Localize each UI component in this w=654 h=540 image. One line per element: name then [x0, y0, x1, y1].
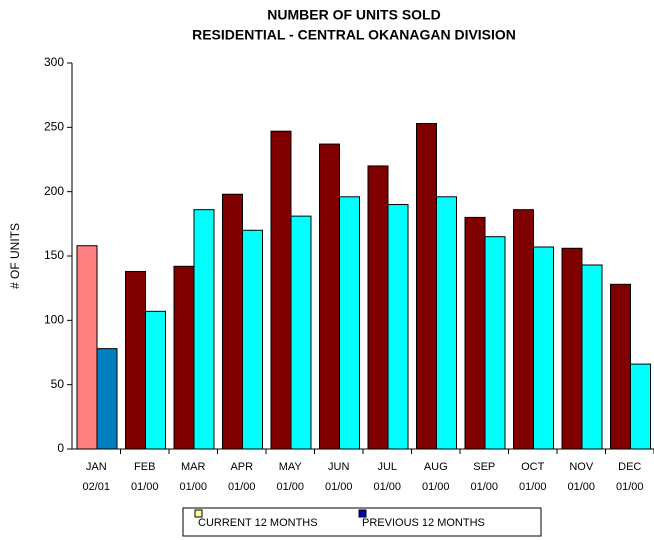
bar	[367, 165, 389, 450]
x-tick-label: DEC	[618, 461, 641, 473]
legend-marker	[358, 509, 367, 518]
y-tick-label: 0	[57, 441, 64, 455]
x-tick-sublabel: 01/00	[179, 481, 207, 493]
x-tick-sublabel: 01/00	[373, 481, 401, 493]
x-tick-label: AUG	[424, 461, 448, 473]
x-tick-sublabel: 01/00	[131, 481, 159, 493]
x-tick-label: JUL	[377, 461, 397, 473]
x-tick-sublabel: 01/00	[422, 481, 450, 493]
y-tick-label: 150	[44, 248, 64, 262]
bar	[242, 229, 263, 450]
x-tick-sublabel: 02/01	[82, 481, 110, 493]
y-tick-label: 50	[51, 377, 65, 391]
bar	[222, 193, 243, 450]
x-tick-label: OCT	[521, 461, 545, 473]
x-tick-label: SEP	[473, 461, 495, 473]
bar	[416, 122, 437, 450]
legend-label: PREVIOUS 12 MONTHS	[362, 517, 485, 529]
x-tick-label: MAR	[181, 461, 206, 473]
bar	[76, 245, 98, 450]
bar	[610, 283, 631, 450]
bar	[484, 236, 506, 450]
x-tick-label: JUN	[328, 461, 349, 473]
bar	[270, 130, 292, 450]
bar	[581, 264, 603, 450]
x-tick-label: MAY	[279, 461, 303, 473]
bar	[125, 270, 146, 450]
x-tick-sublabel: 01/00	[325, 481, 353, 493]
x-tick-sublabel: 01/00	[567, 481, 595, 493]
bar	[96, 348, 118, 450]
bar	[339, 196, 360, 450]
y-tick-label: 200	[44, 184, 64, 198]
x-tick-sublabel: 01/00	[228, 481, 256, 493]
x-tick-label: NOV	[569, 461, 594, 473]
bar	[145, 310, 166, 450]
x-tick-sublabel: 01/00	[519, 481, 547, 493]
bar	[193, 209, 215, 450]
x-tick-label: FEB	[134, 461, 155, 473]
y-tick-label: 300	[44, 55, 64, 69]
bar	[533, 246, 554, 450]
bar	[290, 215, 312, 450]
y-axis-label: # OF UNITS	[8, 223, 22, 289]
y-tick-label: 250	[44, 120, 64, 134]
bar	[173, 265, 195, 450]
bar	[561, 247, 583, 450]
bar	[319, 143, 340, 450]
bar	[436, 196, 457, 450]
x-tick-label: JAN	[86, 461, 107, 473]
chart-subtitle: RESIDENTIAL - CENTRAL OKANAGAN DIVISION	[192, 27, 516, 43]
x-tick-sublabel: 01/00	[470, 481, 498, 493]
bar	[387, 204, 409, 450]
x-tick-label: APR	[230, 461, 253, 473]
chart-title: NUMBER OF UNITS SOLD	[267, 7, 440, 23]
bar	[513, 209, 534, 450]
x-tick-sublabel: 01/00	[616, 481, 644, 493]
x-tick-sublabel: 01/00	[276, 481, 304, 493]
legend-marker	[194, 509, 203, 518]
bar	[630, 363, 651, 450]
y-tick-label: 100	[44, 313, 64, 327]
legend-label: CURRENT 12 MONTHS	[198, 517, 318, 529]
bar	[464, 216, 486, 450]
